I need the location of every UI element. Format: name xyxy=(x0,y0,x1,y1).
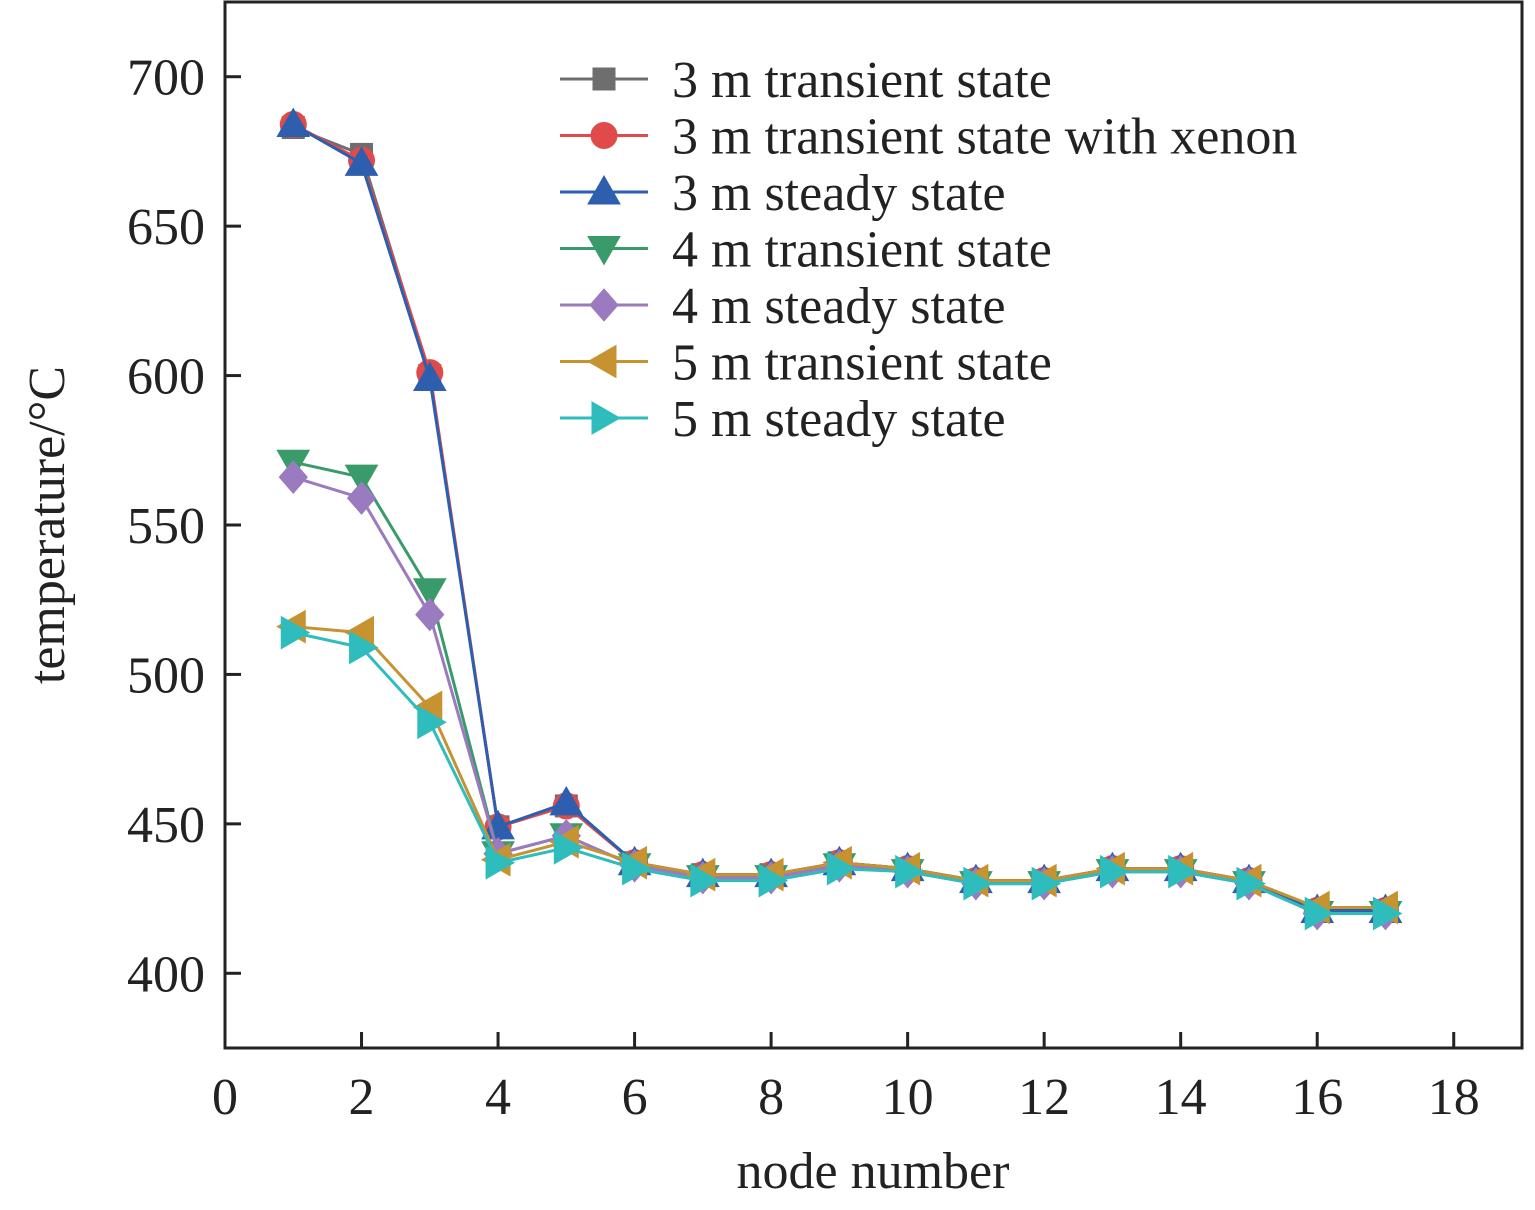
y-axis-title: temperature/°C xyxy=(19,366,76,684)
legend-marker xyxy=(587,236,621,266)
legend-label: 3 m transient state with xenon xyxy=(672,109,1297,166)
x-tick-label: 18 xyxy=(1428,1069,1480,1126)
data-point xyxy=(1168,854,1198,889)
y-axis: 400 450 500 550 600 650 700 xyxy=(127,50,241,1003)
x-axis: 0 2 4 6 8 10 12 14 16 18 xyxy=(212,1032,1480,1126)
legend-label: 5 m steady state xyxy=(672,391,1006,448)
data-point xyxy=(346,481,377,515)
legend-marker xyxy=(592,67,616,91)
legend-label: 3 m steady state xyxy=(672,165,1006,222)
y-tick-label: 400 xyxy=(127,946,205,1003)
legend-marker xyxy=(591,401,622,435)
x-axis-title: node number xyxy=(737,1143,1010,1200)
legend-item: 4 m steady state xyxy=(560,278,1006,335)
y-tick-label: 450 xyxy=(127,797,205,854)
data-point xyxy=(415,597,445,632)
series-layer xyxy=(276,107,1403,931)
data-point xyxy=(895,854,925,889)
legend-item: 5 m steady state xyxy=(560,391,1006,448)
x-tick-label: 6 xyxy=(622,1069,648,1126)
data-point xyxy=(412,578,447,608)
data-point xyxy=(412,361,447,392)
data-point xyxy=(485,845,516,880)
legend-label: 5 m transient state xyxy=(672,335,1052,392)
data-point xyxy=(758,863,789,898)
y-tick-label: 700 xyxy=(127,50,205,107)
data-point xyxy=(553,830,584,865)
x-tick-label: 12 xyxy=(1018,1069,1070,1126)
data-point xyxy=(344,146,379,176)
legend-item: 3 m transient state with xenon xyxy=(560,109,1297,166)
y-tick-label: 650 xyxy=(127,199,205,256)
x-tick-label: 0 xyxy=(212,1069,238,1126)
legend-item: 5 m transient state xyxy=(560,335,1052,392)
data-point xyxy=(826,851,857,886)
data-point xyxy=(278,460,308,494)
legend-label: 4 m transient state xyxy=(672,222,1052,279)
data-point xyxy=(963,866,993,901)
y-tick-label: 600 xyxy=(127,349,205,406)
x-tick-label: 2 xyxy=(349,1069,375,1126)
x-tick-label: 4 xyxy=(485,1069,511,1126)
data-point xyxy=(1031,866,1062,901)
x-tick-label: 14 xyxy=(1155,1069,1207,1126)
legend-item: 3 m steady state xyxy=(560,165,1006,222)
data-point xyxy=(344,464,379,495)
legend-item: 4 m transient state xyxy=(560,222,1052,279)
y-tick-label: 500 xyxy=(127,647,205,704)
x-tick-label: 8 xyxy=(758,1069,784,1126)
legend-item: 3 m transient state xyxy=(560,52,1052,109)
data-point xyxy=(622,851,652,886)
data-point xyxy=(1372,896,1403,931)
legend-marker xyxy=(587,174,621,205)
legend-label: 3 m transient state xyxy=(672,52,1052,109)
data-point xyxy=(690,863,720,898)
legend-label: 4 m steady state xyxy=(672,278,1006,335)
legend-marker xyxy=(589,288,619,322)
legend-marker xyxy=(586,344,617,379)
data-point xyxy=(276,107,311,138)
x-tick-label: 10 xyxy=(882,1069,934,1126)
x-tick-label: 16 xyxy=(1291,1069,1343,1126)
data-point xyxy=(280,615,311,650)
y-tick-label: 550 xyxy=(127,498,205,555)
data-point xyxy=(1304,896,1335,931)
data-point xyxy=(349,630,379,665)
data-point xyxy=(417,705,447,740)
data-point xyxy=(1236,866,1266,901)
data-point xyxy=(1099,854,1130,889)
series-7 xyxy=(280,615,1403,931)
legend-marker xyxy=(590,122,618,149)
data-point xyxy=(549,785,584,816)
